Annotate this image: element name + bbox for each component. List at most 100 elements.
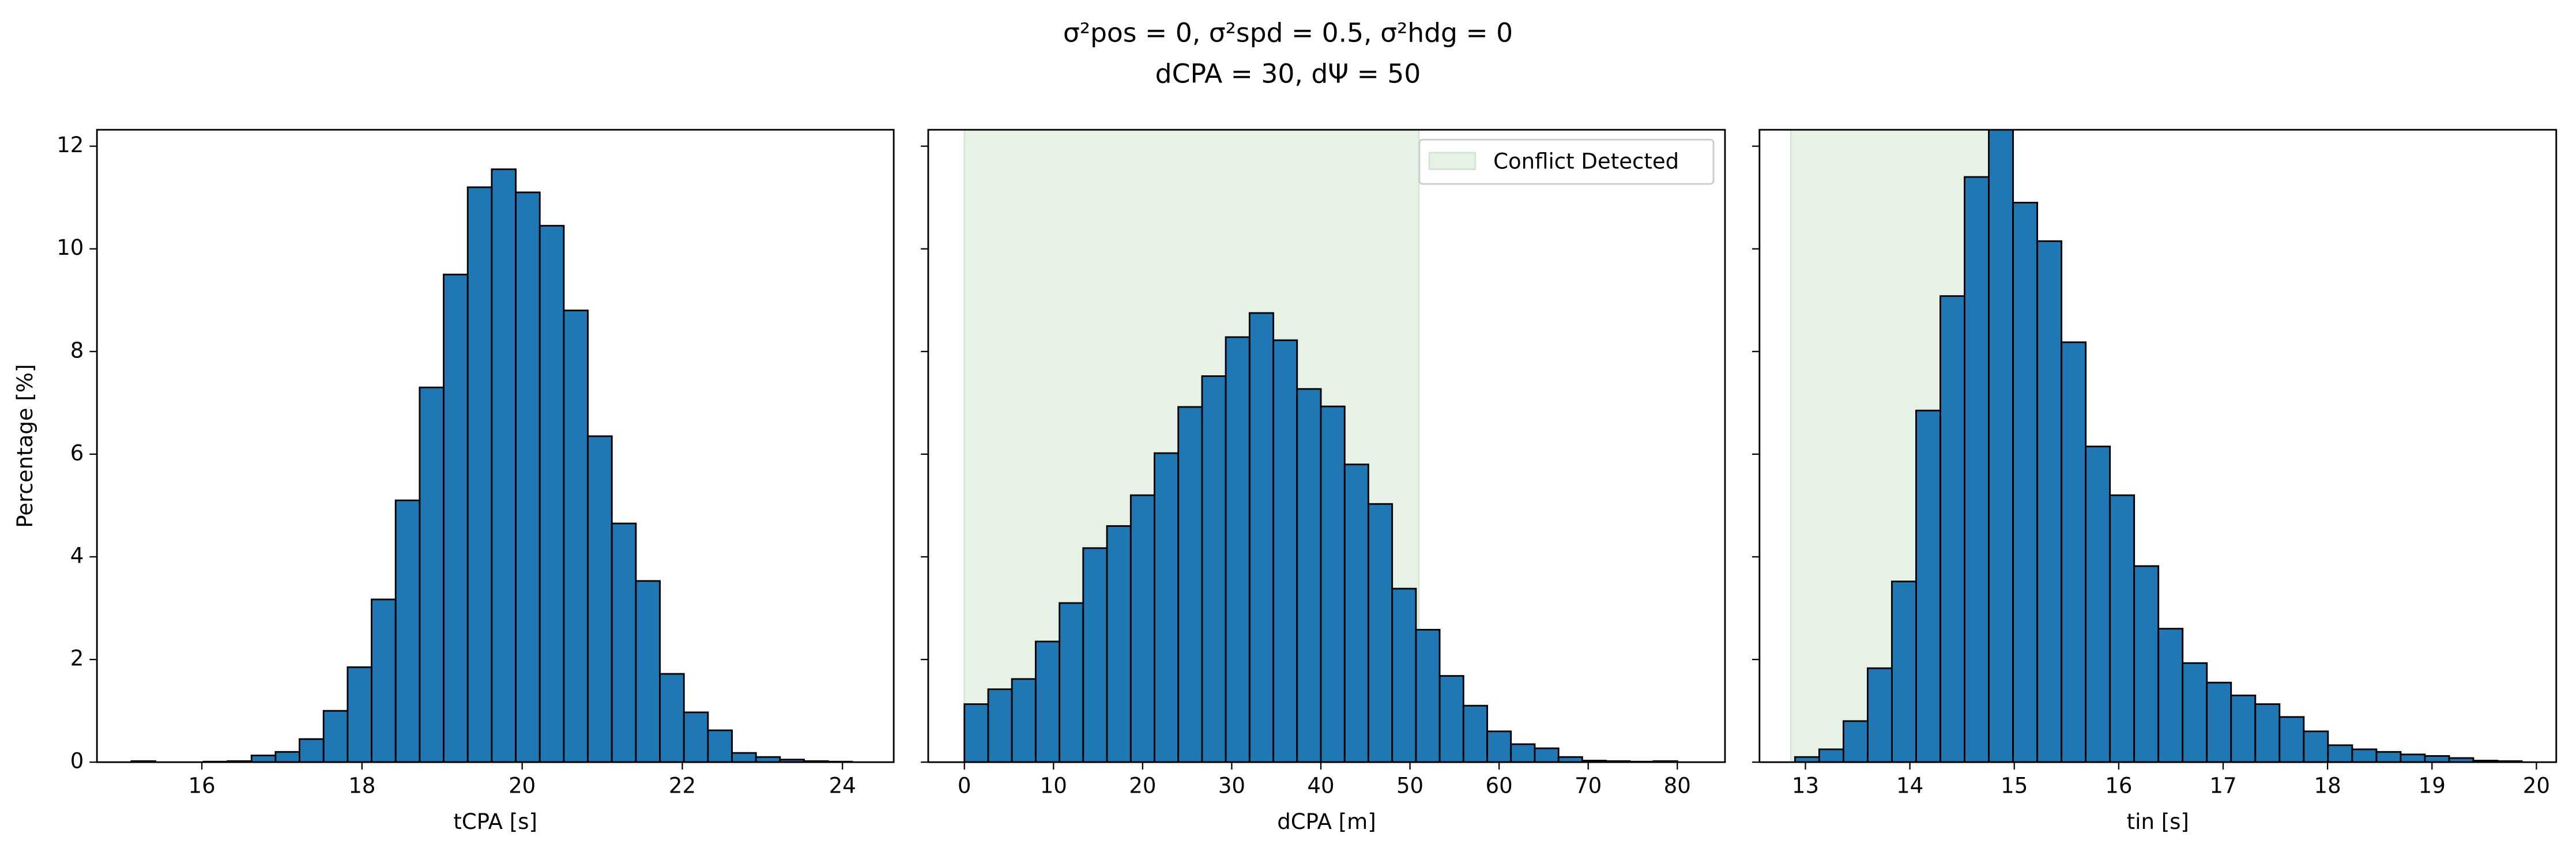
y-tick-label: 6 — [70, 440, 84, 465]
x-axis-label: dCPA [m] — [1277, 809, 1376, 834]
bar — [1343, 463, 1369, 763]
x-tick-label: 40 — [1307, 773, 1334, 798]
x-tick-label: 24 — [829, 773, 856, 798]
x-axis-label: tCPA [s] — [453, 809, 537, 834]
x-tick-label: 13 — [1792, 773, 1819, 798]
bar — [394, 499, 421, 763]
bar — [2206, 681, 2232, 763]
bar — [1818, 748, 1844, 763]
suptitle-line: σ²pos = 0, σ²spd = 0.5, σ²hdg = 0 — [1063, 17, 1513, 48]
bar — [2085, 446, 2111, 763]
bar — [1510, 743, 1536, 763]
x-axis-label: tin [s] — [2127, 809, 2189, 834]
bar — [1059, 602, 1084, 763]
x-tick-label: 20 — [2523, 773, 2550, 798]
suptitle-line: dCPA = 30, dΨ = 50 — [1155, 59, 1421, 89]
y-tick-label: 12 — [57, 133, 84, 157]
bar — [1153, 452, 1180, 763]
bar — [1201, 375, 1227, 763]
bar — [538, 225, 565, 763]
x-tick-label: 14 — [1896, 773, 1923, 798]
y-tick-label: 10 — [57, 235, 84, 260]
x-tick-label: 50 — [1396, 773, 1423, 798]
bar — [1272, 339, 1298, 763]
bar — [1486, 730, 1512, 763]
x-tick-label: 60 — [1486, 773, 1513, 798]
bar — [2351, 748, 2378, 763]
bar — [2230, 694, 2257, 763]
bar — [2327, 744, 2353, 763]
bar — [2157, 628, 2184, 763]
bar — [1248, 312, 1275, 763]
bar — [2109, 494, 2136, 763]
bar — [659, 673, 685, 763]
bar — [1438, 675, 1464, 763]
bar — [987, 688, 1013, 763]
axes-frame — [1758, 129, 2558, 763]
bar — [2254, 703, 2281, 763]
bar — [2375, 751, 2402, 763]
y-axis-label: Percentage [%] — [13, 364, 37, 528]
bar — [274, 751, 300, 763]
bar — [2303, 730, 2329, 763]
bar — [2279, 716, 2305, 763]
bar — [1534, 747, 1560, 763]
x-tick-label: 20 — [1129, 773, 1156, 798]
x-tick-label: 15 — [2001, 773, 2028, 798]
x-tick-label: 0 — [958, 773, 971, 798]
x-tick-label: 18 — [2314, 773, 2341, 798]
bar — [1011, 678, 1037, 763]
x-tick-label: 16 — [189, 773, 216, 798]
bar — [1106, 525, 1132, 763]
bar — [347, 666, 372, 763]
bar — [1557, 756, 1583, 763]
bar — [1842, 720, 1869, 763]
bar — [491, 168, 517, 763]
bar — [707, 729, 733, 763]
x-tick-label: 30 — [1218, 773, 1245, 798]
y-tick-label: 0 — [70, 749, 84, 774]
x-tick-label: 18 — [348, 773, 375, 798]
y-tick-label: 4 — [70, 543, 84, 568]
plot-area — [130, 168, 853, 763]
bar — [1891, 580, 1917, 763]
bar — [419, 386, 445, 763]
bar — [563, 310, 589, 763]
plot-area — [963, 130, 1678, 763]
legend-swatch — [1428, 152, 1477, 170]
bar — [2061, 341, 2087, 763]
x-tick-label: 10 — [1040, 773, 1067, 798]
x-tick-label: 22 — [669, 773, 696, 798]
bar — [2133, 565, 2160, 763]
bar — [683, 711, 709, 763]
x-tick-label: 17 — [2209, 773, 2236, 798]
bar — [1296, 388, 1322, 763]
bar — [1034, 640, 1061, 763]
bar — [371, 598, 397, 763]
legend-box — [1418, 138, 1715, 185]
bar — [515, 191, 541, 763]
legend-label: Conflict Detected — [1493, 149, 1679, 174]
y-tick-label: 2 — [70, 646, 84, 671]
bar — [1964, 176, 1990, 763]
bar — [1415, 628, 1441, 763]
bar — [1225, 336, 1251, 763]
x-tick-label: 19 — [2419, 773, 2446, 798]
bar — [1177, 406, 1203, 763]
bar — [1129, 494, 1155, 763]
bar — [1867, 667, 1893, 763]
bar — [1988, 130, 2014, 763]
bar — [731, 752, 757, 763]
bar — [299, 738, 325, 763]
y-tick-label: 8 — [70, 338, 84, 363]
bar — [1082, 547, 1108, 763]
bar — [963, 703, 989, 763]
bar — [635, 580, 661, 763]
bar — [1367, 503, 1394, 763]
bar — [1462, 704, 1488, 763]
bar — [443, 273, 469, 763]
bar — [2182, 662, 2208, 763]
x-tick-label: 70 — [1575, 773, 1602, 798]
bar — [1391, 587, 1417, 763]
